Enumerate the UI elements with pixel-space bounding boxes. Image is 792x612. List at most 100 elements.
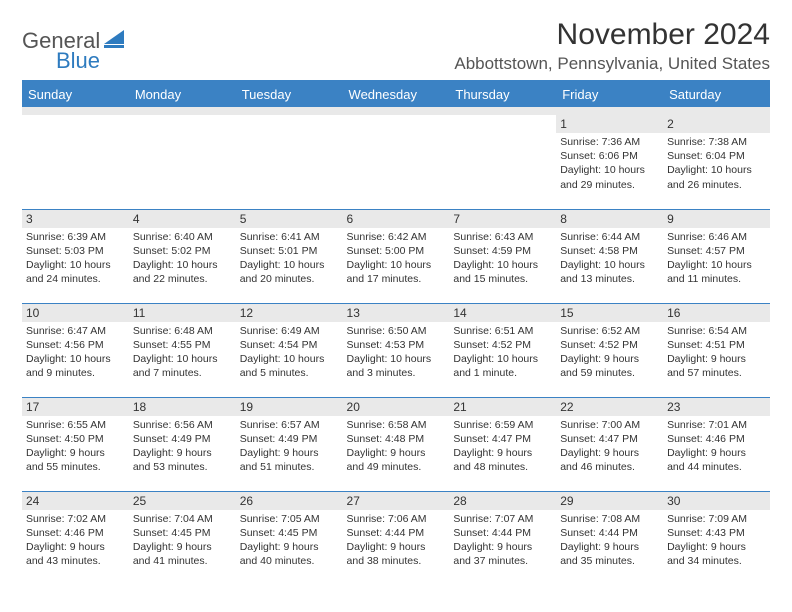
- day-info: Sunrise: 6:39 AMSunset: 5:03 PMDaylight:…: [26, 230, 125, 287]
- day-number: 17: [22, 398, 129, 416]
- day-info: Sunrise: 6:49 AMSunset: 4:54 PMDaylight:…: [240, 324, 339, 381]
- calendar-week-row: 17 Sunrise: 6:55 AMSunset: 4:50 PMDayligh…: [22, 397, 770, 491]
- day-info: Sunrise: 6:42 AMSunset: 5:00 PMDaylight:…: [347, 230, 446, 287]
- day-number: 27: [343, 492, 450, 510]
- day-number: 19: [236, 398, 343, 416]
- day-info: Sunrise: 6:40 AMSunset: 5:02 PMDaylight:…: [133, 230, 232, 287]
- calendar-day-cell: 12 Sunrise: 6:49 AMSunset: 4:54 PMDayligh…: [236, 303, 343, 397]
- day-number: 16: [663, 304, 770, 322]
- calendar-day-cell: 22 Sunrise: 7:00 AMSunset: 4:47 PMDayligh…: [556, 397, 663, 491]
- day-number: 28: [449, 492, 556, 510]
- day-info: Sunrise: 6:47 AMSunset: 4:56 PMDaylight:…: [26, 324, 125, 381]
- calendar-day-cell: 19 Sunrise: 6:57 AMSunset: 4:49 PMDayligh…: [236, 397, 343, 491]
- calendar-day-cell: 3 Sunrise: 6:39 AMSunset: 5:03 PMDaylight…: [22, 209, 129, 303]
- spacer-row: [22, 107, 770, 115]
- calendar-empty-cell: [129, 115, 236, 209]
- day-info: Sunrise: 6:51 AMSunset: 4:52 PMDaylight:…: [453, 324, 552, 381]
- calendar-week-row: 24 Sunrise: 7:02 AMSunset: 4:46 PMDayligh…: [22, 491, 770, 585]
- calendar-day-cell: 17 Sunrise: 6:55 AMSunset: 4:50 PMDayligh…: [22, 397, 129, 491]
- day-info: Sunrise: 7:06 AMSunset: 4:44 PMDaylight:…: [347, 512, 446, 569]
- calendar-week-row: 3 Sunrise: 6:39 AMSunset: 5:03 PMDaylight…: [22, 209, 770, 303]
- calendar-day-cell: 16 Sunrise: 6:54 AMSunset: 4:51 PMDayligh…: [663, 303, 770, 397]
- calendar-day-cell: 18Sunrise: 6:56 AMSunset: 4:49 PMDayligh…: [129, 397, 236, 491]
- day-header: Friday: [556, 82, 663, 107]
- calendar-day-cell: 23Sunrise: 7:01 AMSunset: 4:46 PMDayligh…: [663, 397, 770, 491]
- day-info: Sunrise: 6:44 AMSunset: 4:58 PMDaylight:…: [560, 230, 659, 287]
- day-number: 20: [343, 398, 450, 416]
- day-header: Saturday: [663, 82, 770, 107]
- day-info: Sunrise: 6:50 AMSunset: 4:53 PMDaylight:…: [347, 324, 446, 381]
- day-header: Sunday: [22, 82, 129, 107]
- calendar-day-cell: 2 Sunrise: 7:38 AMSunset: 6:04 PMDaylight…: [663, 115, 770, 209]
- day-header: Wednesday: [343, 82, 450, 107]
- calendar-empty-cell: [236, 115, 343, 209]
- day-number: 22: [556, 398, 663, 416]
- day-number: 14: [449, 304, 556, 322]
- day-number: 24: [22, 492, 129, 510]
- day-info: Sunrise: 6:55 AMSunset: 4:50 PMDaylight:…: [26, 418, 125, 475]
- day-info: Sunrise: 6:57 AMSunset: 4:49 PMDaylight:…: [240, 418, 339, 475]
- day-number: 5: [236, 210, 343, 228]
- header: General November 2024 Abbottstown, Penns…: [22, 18, 770, 74]
- day-number: 7: [449, 210, 556, 228]
- day-info: Sunrise: 6:52 AMSunset: 4:52 PMDaylight:…: [560, 324, 659, 381]
- day-number: 21: [449, 398, 556, 416]
- day-info: Sunrise: 6:43 AMSunset: 4:59 PMDaylight:…: [453, 230, 552, 287]
- day-number: 2: [663, 115, 770, 133]
- day-number: 4: [129, 210, 236, 228]
- title-block: November 2024 Abbottstown, Pennsylvania,…: [454, 18, 770, 74]
- calendar-day-cell: 9Sunrise: 6:46 AMSunset: 4:57 PMDaylight…: [663, 209, 770, 303]
- calendar-week-row: 1 Sunrise: 7:36 AMSunset: 6:06 PMDaylight…: [22, 115, 770, 209]
- day-info: Sunrise: 6:54 AMSunset: 4:51 PMDaylight:…: [667, 324, 766, 381]
- day-info: Sunrise: 7:00 AMSunset: 4:47 PMDaylight:…: [560, 418, 659, 475]
- calendar-day-cell: 20Sunrise: 6:58 AMSunset: 4:48 PMDayligh…: [343, 397, 450, 491]
- day-info: Sunrise: 7:08 AMSunset: 4:44 PMDaylight:…: [560, 512, 659, 569]
- calendar-day-cell: 13 Sunrise: 6:50 AMSunset: 4:53 PMDayligh…: [343, 303, 450, 397]
- month-title: November 2024: [454, 18, 770, 52]
- day-number: 6: [343, 210, 450, 228]
- calendar-table: Sunday Monday Tuesday Wednesday Thursday…: [22, 82, 770, 585]
- day-number: 8: [556, 210, 663, 228]
- day-info: Sunrise: 6:41 AMSunset: 5:01 PMDaylight:…: [240, 230, 339, 287]
- calendar-day-cell: 28 Sunrise: 7:07 AMSunset: 4:44 PMDayligh…: [449, 491, 556, 585]
- day-info: Sunrise: 7:02 AMSunset: 4:46 PMDaylight:…: [26, 512, 125, 569]
- calendar-empty-cell: [449, 115, 556, 209]
- day-info: Sunrise: 7:38 AMSunset: 6:04 PMDaylight:…: [667, 135, 766, 192]
- day-header: Thursday: [449, 82, 556, 107]
- day-info: Sunrise: 7:07 AMSunset: 4:44 PMDaylight:…: [453, 512, 552, 569]
- calendar-day-cell: 7 Sunrise: 6:43 AMSunset: 4:59 PMDaylight…: [449, 209, 556, 303]
- calendar-day-cell: 14 Sunrise: 6:51 AMSunset: 4:52 PMDayligh…: [449, 303, 556, 397]
- calendar-day-cell: 15 Sunrise: 6:52 AMSunset: 4:52 PMDayligh…: [556, 303, 663, 397]
- day-info: Sunrise: 6:48 AMSunset: 4:55 PMDaylight:…: [133, 324, 232, 381]
- calendar-empty-cell: [22, 115, 129, 209]
- calendar-day-cell: 10 Sunrise: 6:47 AMSunset: 4:56 PMDayligh…: [22, 303, 129, 397]
- calendar-day-cell: 4 Sunrise: 6:40 AMSunset: 5:02 PMDaylight…: [129, 209, 236, 303]
- day-number: 9: [663, 210, 770, 228]
- day-info: Sunrise: 7:09 AMSunset: 4:43 PMDaylight:…: [667, 512, 766, 569]
- location-subtitle: Abbottstown, Pennsylvania, United States: [454, 54, 770, 74]
- day-info: Sunrise: 7:36 AMSunset: 6:06 PMDaylight:…: [560, 135, 659, 192]
- calendar-day-cell: 6 Sunrise: 6:42 AMSunset: 5:00 PMDaylight…: [343, 209, 450, 303]
- calendar-day-cell: 1 Sunrise: 7:36 AMSunset: 6:06 PMDaylight…: [556, 115, 663, 209]
- logo-part2-wrap: Blue: [22, 48, 100, 74]
- day-header-row: Sunday Monday Tuesday Wednesday Thursday…: [22, 82, 770, 107]
- calendar-day-cell: 27 Sunrise: 7:06 AMSunset: 4:44 PMDayligh…: [343, 491, 450, 585]
- day-number: 25: [129, 492, 236, 510]
- calendar-day-cell: 24 Sunrise: 7:02 AMSunset: 4:46 PMDayligh…: [22, 491, 129, 585]
- day-number: 15: [556, 304, 663, 322]
- day-number: 13: [343, 304, 450, 322]
- day-number: 11: [129, 304, 236, 322]
- day-info: Sunrise: 7:01 AMSunset: 4:46 PMDaylight:…: [667, 418, 766, 475]
- day-number: 1: [556, 115, 663, 133]
- day-info: Sunrise: 7:04 AMSunset: 4:45 PMDaylight:…: [133, 512, 232, 569]
- calendar-week-row: 10 Sunrise: 6:47 AMSunset: 4:56 PMDayligh…: [22, 303, 770, 397]
- day-number: 10: [22, 304, 129, 322]
- day-header: Monday: [129, 82, 236, 107]
- day-number: 3: [22, 210, 129, 228]
- calendar-day-cell: 8 Sunrise: 6:44 AMSunset: 4:58 PMDaylight…: [556, 209, 663, 303]
- calendar-day-cell: 30Sunrise: 7:09 AMSunset: 4:43 PMDayligh…: [663, 491, 770, 585]
- calendar-day-cell: 29Sunrise: 7:08 AMSunset: 4:44 PMDayligh…: [556, 491, 663, 585]
- day-info: Sunrise: 6:56 AMSunset: 4:49 PMDaylight:…: [133, 418, 232, 475]
- day-number: 12: [236, 304, 343, 322]
- logo-text-blue: Blue: [56, 48, 100, 73]
